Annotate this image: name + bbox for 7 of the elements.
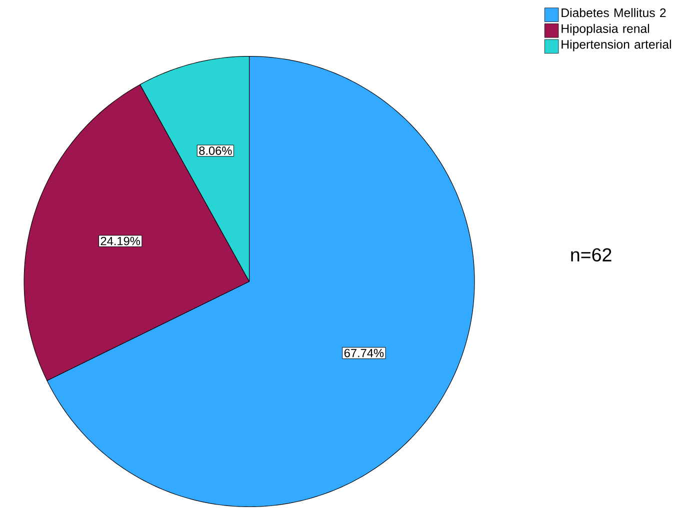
data-label: 24.19%: [100, 236, 140, 246]
legend-label: Hipoplasia renal: [562, 24, 650, 36]
legend-label: Diabetes Mellitus 2: [562, 8, 666, 18]
data-label: 67.74%: [344, 348, 384, 358]
legend-label: Hipertension arterial: [562, 40, 671, 52]
data-label: 8.06%: [199, 146, 232, 156]
text: n=62: [571, 248, 612, 262]
